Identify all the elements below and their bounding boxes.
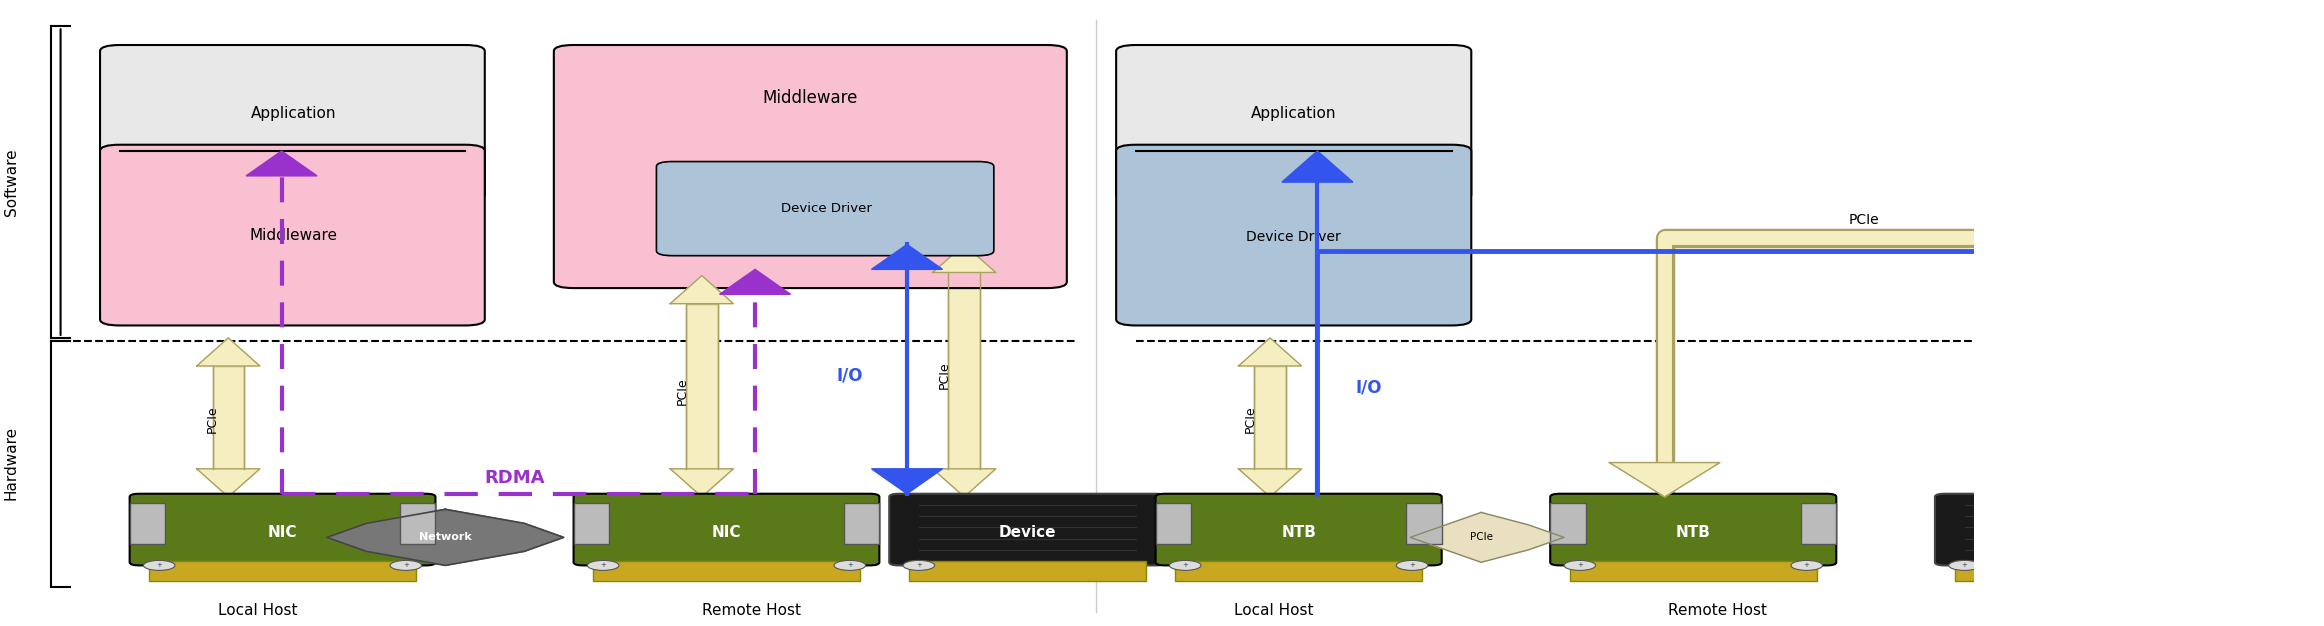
Circle shape: [1169, 560, 1202, 570]
Bar: [42, 20, 1106, 351]
Bar: [909, 561, 1146, 581]
Polygon shape: [2008, 463, 2119, 497]
Text: +: +: [156, 562, 163, 568]
FancyBboxPatch shape: [100, 145, 486, 326]
Polygon shape: [1283, 151, 1353, 182]
Polygon shape: [720, 269, 790, 294]
Circle shape: [1950, 560, 1980, 570]
Text: Remote Host: Remote Host: [702, 603, 802, 618]
Text: NTB: NTB: [1676, 525, 1710, 540]
Circle shape: [390, 560, 421, 570]
Polygon shape: [669, 469, 734, 497]
Bar: [593, 561, 860, 581]
FancyBboxPatch shape: [553, 45, 1067, 288]
Bar: [1255, 366, 1285, 469]
Polygon shape: [328, 510, 565, 565]
Text: PCIe: PCIe: [1243, 405, 1257, 433]
FancyBboxPatch shape: [1550, 494, 1836, 565]
Text: +: +: [1183, 562, 1188, 568]
Text: Local Host: Local Host: [1234, 603, 1313, 618]
Text: +: +: [1803, 562, 1810, 568]
Polygon shape: [872, 244, 944, 269]
Polygon shape: [1611, 463, 1720, 497]
FancyBboxPatch shape: [655, 162, 995, 255]
Circle shape: [904, 560, 934, 570]
Text: NIC: NIC: [267, 525, 297, 540]
Text: +: +: [846, 562, 853, 568]
Polygon shape: [1239, 469, 1301, 497]
Text: Device Driver: Device Driver: [1246, 230, 1341, 244]
Text: PCIe: PCIe: [1469, 532, 1492, 542]
Bar: [1954, 561, 2222, 581]
Circle shape: [588, 560, 618, 570]
Bar: [844, 503, 878, 543]
Text: PCIe: PCIe: [676, 377, 688, 405]
FancyBboxPatch shape: [890, 494, 1164, 565]
Text: PCIe: PCIe: [207, 405, 218, 433]
Bar: [211, 366, 244, 469]
Text: Application: Application: [1250, 106, 1336, 121]
Text: +: +: [1961, 562, 1968, 568]
Text: Software: Software: [5, 148, 19, 216]
Text: Application: Application: [251, 106, 337, 121]
Bar: [400, 503, 435, 543]
Polygon shape: [932, 469, 995, 497]
Text: RDMA: RDMA: [483, 469, 544, 487]
Bar: [948, 272, 981, 469]
Text: Remote Host: Remote Host: [1669, 603, 1769, 618]
Circle shape: [1792, 560, 1822, 570]
Text: +: +: [402, 562, 409, 568]
Bar: [1176, 561, 1422, 581]
Polygon shape: [932, 244, 995, 272]
Text: +: +: [600, 562, 607, 568]
Polygon shape: [1239, 338, 1301, 366]
Bar: [130, 503, 165, 543]
Text: PCIe: PCIe: [1848, 212, 1880, 227]
Text: +: +: [1408, 562, 1415, 568]
Bar: [1801, 503, 1836, 543]
Text: Network: Network: [418, 532, 472, 542]
Text: Hardware: Hardware: [5, 426, 19, 500]
FancyBboxPatch shape: [1116, 145, 1471, 326]
FancyBboxPatch shape: [574, 494, 878, 565]
Bar: [1406, 503, 1441, 543]
Text: I/O: I/O: [837, 366, 862, 384]
FancyBboxPatch shape: [100, 45, 486, 201]
Text: Device: Device: [999, 525, 1055, 540]
Text: NTB: NTB: [1281, 525, 1315, 540]
Bar: [1571, 561, 1817, 581]
Bar: [1550, 503, 1585, 543]
Text: +: +: [1578, 562, 1583, 568]
Text: Local Host: Local Host: [218, 603, 297, 618]
FancyBboxPatch shape: [1116, 45, 1471, 201]
Polygon shape: [872, 469, 944, 494]
Circle shape: [834, 560, 865, 570]
FancyBboxPatch shape: [1155, 494, 1441, 565]
Text: Device: Device: [2059, 525, 2117, 540]
Bar: [1155, 503, 1192, 543]
Text: PCIe: PCIe: [939, 361, 951, 389]
Polygon shape: [1411, 513, 1564, 562]
Text: +: +: [916, 562, 923, 568]
Bar: [149, 561, 416, 581]
Polygon shape: [246, 151, 316, 176]
Text: Middleware: Middleware: [249, 228, 337, 243]
Text: NIC: NIC: [711, 525, 741, 540]
Text: Middleware: Middleware: [762, 89, 858, 107]
FancyBboxPatch shape: [1936, 494, 2240, 565]
Circle shape: [1397, 560, 1427, 570]
Circle shape: [144, 560, 174, 570]
Bar: [574, 503, 609, 543]
Bar: [686, 304, 718, 469]
Polygon shape: [198, 338, 260, 366]
Text: Device Driver: Device Driver: [781, 202, 872, 215]
Text: I/O: I/O: [1355, 379, 1383, 397]
FancyBboxPatch shape: [130, 494, 435, 565]
Bar: [42, 351, 1106, 606]
Circle shape: [1564, 560, 1597, 570]
Polygon shape: [198, 469, 260, 497]
Polygon shape: [2029, 466, 2117, 497]
Polygon shape: [669, 275, 734, 304]
